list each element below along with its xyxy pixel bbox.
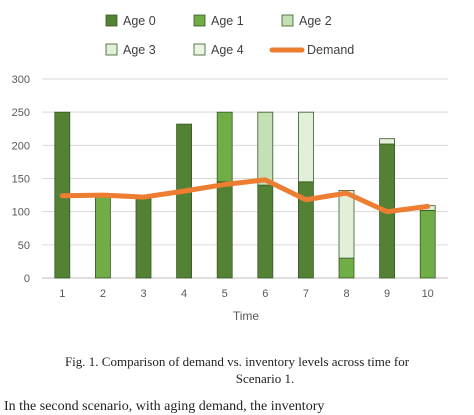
body-text-partial: In the second scenario, with aging deman… — [4, 399, 325, 414]
x-tick-label: 3 — [140, 288, 146, 300]
legend-swatch — [105, 14, 118, 27]
x-tick-label: 7 — [303, 288, 309, 300]
bar-segment — [135, 197, 152, 279]
legend: Age 0 Age 1 Age 2 Age 3 Age 4 Demand — [105, 14, 354, 57]
legend-swatch — [281, 14, 294, 27]
x-tick-label: 8 — [343, 288, 349, 300]
legend-label: Age 0 — [123, 14, 156, 28]
x-tick-label: 1 — [59, 288, 65, 300]
y-tick-label: 100 — [12, 207, 30, 219]
x-tick-labels: 1 2 3 4 5 6 7 8 9 10 — [59, 288, 434, 300]
x-axis-title: Time — [233, 309, 260, 323]
bar-segment — [95, 194, 111, 279]
legend-swatch — [193, 14, 206, 27]
legend-label: Demand — [307, 43, 354, 57]
y-tick-label: 50 — [18, 240, 30, 252]
x-tick-label: 4 — [181, 288, 187, 300]
legend-swatch — [193, 43, 206, 56]
legend-swatch — [105, 43, 118, 56]
x-tick-label: 10 — [422, 288, 434, 300]
legend-label: Age 3 — [123, 43, 156, 57]
bar-segment — [419, 209, 436, 279]
bar-segment — [297, 111, 314, 183]
y-tick-label: 300 — [12, 74, 30, 86]
bar-segment — [257, 111, 274, 186]
bar-segment — [176, 123, 193, 279]
bar-segment — [257, 184, 274, 279]
bar-segment — [338, 257, 355, 279]
legend-label: Age 4 — [211, 43, 244, 57]
chart: 0 50 100 150 200 250 300 1 2 3 4 5 6 7 8 9 10 Time Age … — [12, 14, 448, 323]
x-tick-label: 2 — [100, 288, 106, 300]
bar-segment — [338, 190, 355, 259]
x-tick-label: 9 — [384, 288, 390, 300]
y-tick-label: 150 — [12, 174, 30, 186]
y-tick-label: 200 — [12, 140, 30, 152]
legend-label: Age 1 — [211, 14, 244, 28]
bar-segment — [379, 138, 396, 145]
figure-caption-line-2: Scenario 1. — [235, 371, 295, 386]
demand-line — [59, 177, 431, 215]
bar-segment — [216, 181, 233, 279]
demand-series-line — [59, 177, 431, 215]
y-tick-label: 0 — [24, 273, 30, 285]
legend-label: Age 2 — [299, 14, 332, 28]
x-tick-label: 6 — [262, 288, 268, 300]
figure-caption-line-1: Fig. 1. Comparison of demand vs. invento… — [64, 354, 410, 369]
y-tick-label: 250 — [12, 107, 30, 119]
x-tick-label: 5 — [222, 288, 228, 300]
bar-segment — [216, 111, 233, 183]
y-tick-labels: 0 50 100 150 200 250 300 — [12, 74, 30, 285]
